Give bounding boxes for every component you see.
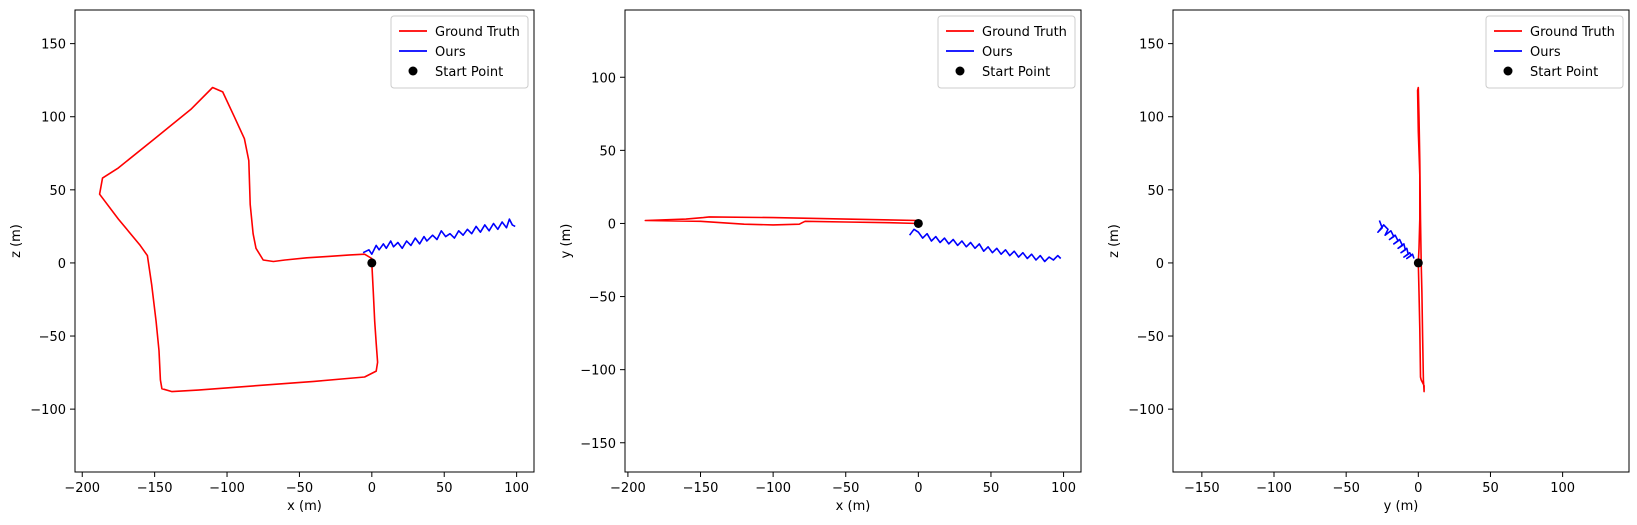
legend-entry-label: Start Point: [435, 65, 503, 80]
y-tick-label: 100: [591, 71, 616, 86]
legend-entry-label: Ground Truth: [982, 25, 1067, 40]
x-tick-label: 0: [914, 481, 922, 496]
y-tick-label: 150: [1139, 38, 1164, 53]
x-tick-label: −50: [1332, 481, 1359, 496]
y-axis-label: y (m): [559, 224, 574, 259]
x-axis-label: y (m): [1384, 499, 1419, 514]
y-tick-label: −50: [1137, 330, 1164, 345]
start-point-marker: [367, 258, 377, 268]
y-tick-label: 0: [608, 217, 616, 232]
axes-frame: [74, 9, 535, 473]
start-point-marker: [913, 218, 923, 228]
x-axis-label: x (m): [287, 499, 322, 514]
legend: Ground Truth Ours Start Point: [390, 15, 529, 89]
start-point-marker: [1413, 258, 1423, 268]
ground-truth-line: [644, 216, 920, 226]
legend-box: [1485, 15, 1624, 89]
axes-frame: [1172, 9, 1630, 473]
legend-start-point-swatch: [408, 66, 418, 76]
x-tick-label: 100: [504, 481, 529, 496]
y-tick-label: 100: [41, 111, 66, 126]
x-tick-label: 50: [983, 481, 1000, 496]
x-tick-label: −50: [286, 481, 313, 496]
x-tick-label: 100: [1550, 481, 1575, 496]
y-tick-label: 50: [1147, 184, 1164, 199]
y-tick-label: 0: [58, 257, 66, 272]
x-tick-label: −100: [209, 481, 245, 496]
legend: Ground Truth Ours Start Point: [1485, 15, 1624, 89]
x-tick-label: −200: [64, 481, 100, 496]
chart-panel-3: −150 −100 −50 0 50 100 −100 −50 0 50 100 150 y (m) z …: [1107, 9, 1630, 514]
x-tick-label: −200: [610, 481, 646, 496]
x-tick-label: 50: [436, 481, 453, 496]
x-tick-label: −150: [137, 481, 173, 496]
x-tick-label: 0: [1414, 481, 1422, 496]
y-tick-label: −150: [580, 437, 616, 452]
legend-entry-label: Ours: [982, 45, 1013, 60]
x-tick-label: −100: [1256, 481, 1292, 496]
legend-entry-label: Start Point: [1530, 65, 1598, 80]
x-axis-label: x (m): [836, 499, 871, 514]
axes-frame: [624, 9, 1082, 473]
y-tick-label: −50: [589, 291, 616, 306]
legend-entry-label: Ground Truth: [1530, 25, 1615, 40]
legend-entry-label: Ours: [1530, 45, 1561, 60]
legend-start-point-swatch: [1503, 66, 1513, 76]
y-tick-label: 50: [49, 184, 66, 199]
y-axis-label: z (m): [1107, 224, 1122, 258]
y-tick-label: 0: [1156, 257, 1164, 272]
y-tick-label: −100: [1128, 403, 1164, 418]
chart-panel-2: −200 −150 −100 −50 0 50 100 −150 −100 −50 0 50 100 x …: [559, 9, 1082, 514]
legend-box: [390, 15, 529, 89]
x-tick-label: −150: [1184, 481, 1220, 496]
x-tick-label: −100: [755, 481, 791, 496]
plot-area: [644, 216, 1062, 263]
x-tick-label: −50: [832, 481, 859, 496]
y-axis-label: z (m): [9, 224, 24, 258]
ours-line: [1377, 220, 1415, 260]
y-tick-label: −100: [30, 403, 66, 418]
x-tick-label: 100: [1051, 481, 1076, 496]
x-tick-label: 0: [368, 481, 376, 496]
legend-entry-label: Ours: [435, 45, 466, 60]
y-tick-label: −50: [39, 330, 66, 345]
x-tick-label: −150: [683, 481, 719, 496]
legend-box: [937, 15, 1076, 89]
legend-start-point-swatch: [955, 66, 965, 76]
legend-entry-label: Start Point: [982, 65, 1050, 80]
y-tick-label: 50: [599, 144, 616, 159]
y-tick-label: 100: [1139, 111, 1164, 126]
plot-area: [98, 86, 516, 393]
chart-panel-1: −200 −150 −100 −50 0 50 100 −100 −50 0 50 100 150 x (…: [9, 9, 535, 514]
ours-line: [908, 228, 1062, 263]
ours-line: [362, 218, 516, 255]
y-tick-label: −100: [580, 364, 616, 379]
x-tick-label: 50: [1482, 481, 1499, 496]
legend: Ground Truth Ours Start Point: [937, 15, 1076, 89]
ground-truth-line: [98, 86, 379, 393]
legend-entry-label: Ground Truth: [435, 25, 520, 40]
y-tick-label: 150: [41, 38, 66, 53]
